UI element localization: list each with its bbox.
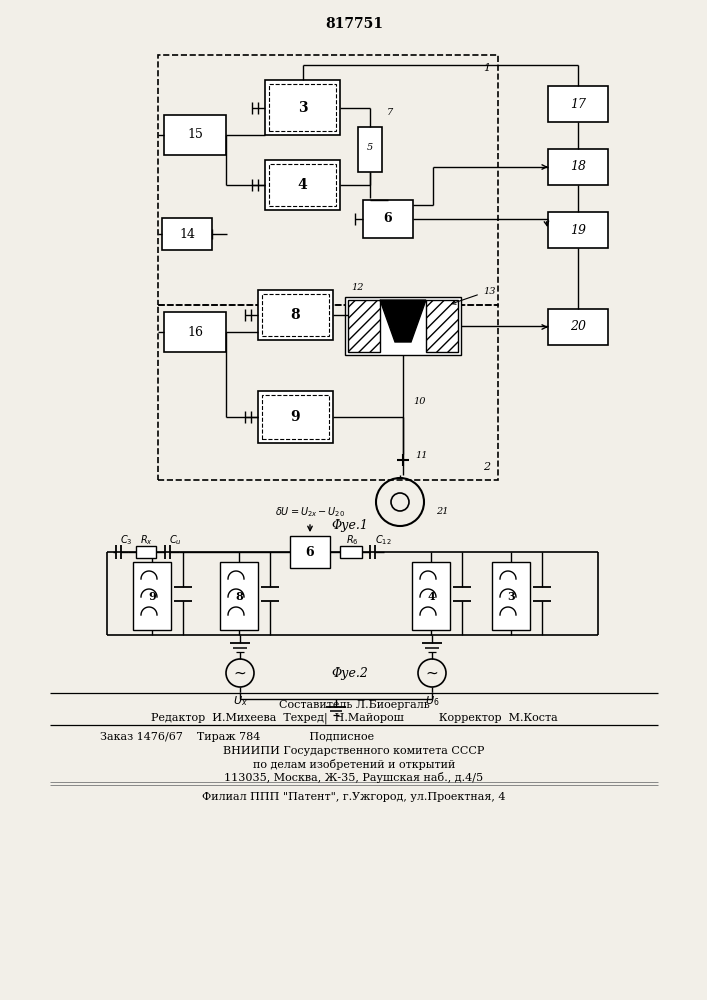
- Text: 3: 3: [298, 101, 308, 114]
- Bar: [262, 395, 329, 439]
- Text: 113035, Москва, Ж-35, Раушская наб., д.4/5: 113035, Москва, Ж-35, Раушская наб., д.4…: [224, 772, 484, 783]
- Text: 14: 14: [179, 228, 195, 240]
- Text: 4: 4: [298, 178, 308, 192]
- Text: Составитель Л.Биоергаль: Составитель Л.Биоергаль: [279, 700, 429, 710]
- Text: $R_6$: $R_6$: [346, 533, 358, 547]
- Bar: [258, 290, 333, 340]
- Text: 17: 17: [570, 98, 586, 110]
- Bar: [492, 562, 530, 630]
- Text: $C_{12}$: $C_{12}$: [375, 533, 392, 547]
- Text: 12: 12: [351, 284, 363, 292]
- Text: Φуе.1: Φуе.1: [332, 520, 368, 532]
- Text: 5: 5: [367, 143, 373, 152]
- Text: $\delta U=U_{2x}-U_{20}$: $\delta U=U_{2x}-U_{20}$: [275, 505, 345, 519]
- Text: Заказ 1476/67    Тираж 784              Подписное: Заказ 1476/67 Тираж 784 Подписное: [100, 732, 374, 742]
- Text: 8: 8: [291, 308, 300, 322]
- Text: 21: 21: [436, 508, 448, 516]
- Text: 817751: 817751: [325, 17, 383, 31]
- Text: 10: 10: [413, 397, 426, 406]
- Bar: [269, 84, 336, 131]
- Bar: [262, 294, 329, 336]
- Text: Редактор  И.Михеева  Техред|  Н.Майорош          Корректор  М.Коста: Редактор И.Михеева Техред| Н.Майорош Кор…: [151, 713, 557, 724]
- Bar: [345, 297, 461, 355]
- Text: 8: 8: [235, 590, 243, 601]
- Text: $C_3$: $C_3$: [120, 533, 133, 547]
- Bar: [348, 300, 380, 352]
- Text: ~: ~: [426, 666, 438, 680]
- Bar: [265, 160, 340, 210]
- Text: 20: 20: [570, 320, 586, 334]
- Text: 13: 13: [483, 288, 496, 296]
- Bar: [133, 562, 171, 630]
- Text: 19: 19: [570, 224, 586, 236]
- Text: 15: 15: [187, 128, 203, 141]
- Text: $U_6$: $U_6$: [425, 694, 439, 708]
- Bar: [358, 127, 382, 172]
- Text: Φуе.2: Φуе.2: [332, 666, 368, 680]
- Text: 9: 9: [148, 590, 156, 601]
- Text: 1: 1: [483, 63, 490, 73]
- Bar: [162, 218, 212, 250]
- Text: 7: 7: [387, 108, 393, 117]
- Bar: [220, 562, 258, 630]
- Bar: [548, 149, 608, 185]
- Text: ВНИИПИ Государственного комитета СССР: ВНИИПИ Государственного комитета СССР: [223, 746, 485, 756]
- Text: 4: 4: [427, 590, 435, 601]
- Text: 6: 6: [305, 546, 315, 558]
- Bar: [548, 212, 608, 248]
- Bar: [164, 312, 226, 352]
- Text: по делам изобретений и открытий: по делам изобретений и открытий: [253, 759, 455, 770]
- Text: $R_x$: $R_x$: [139, 533, 153, 547]
- Bar: [158, 55, 498, 305]
- Bar: [340, 546, 362, 558]
- Bar: [426, 300, 458, 352]
- Bar: [265, 80, 340, 135]
- Bar: [258, 391, 333, 443]
- Text: $C_u$: $C_u$: [169, 533, 182, 547]
- Text: 9: 9: [291, 410, 300, 424]
- Text: $U_x$: $U_x$: [233, 694, 247, 708]
- Text: Филиал ППП "Патент", г.Ужгород, ул.Проектная, 4: Филиал ППП "Патент", г.Ужгород, ул.Проек…: [202, 792, 506, 802]
- Text: 11: 11: [415, 450, 428, 460]
- Bar: [158, 305, 498, 480]
- Text: 6: 6: [384, 213, 392, 226]
- Text: 18: 18: [570, 160, 586, 174]
- Text: ~: ~: [233, 666, 246, 680]
- Polygon shape: [380, 300, 426, 342]
- Bar: [412, 562, 450, 630]
- Text: 2: 2: [483, 462, 490, 472]
- Bar: [548, 86, 608, 122]
- Text: 3: 3: [507, 590, 515, 601]
- Bar: [548, 309, 608, 345]
- Bar: [136, 546, 156, 558]
- Text: 16: 16: [187, 326, 203, 338]
- Bar: [164, 115, 226, 155]
- Bar: [269, 164, 336, 206]
- Bar: [363, 200, 413, 238]
- Bar: [290, 536, 330, 568]
